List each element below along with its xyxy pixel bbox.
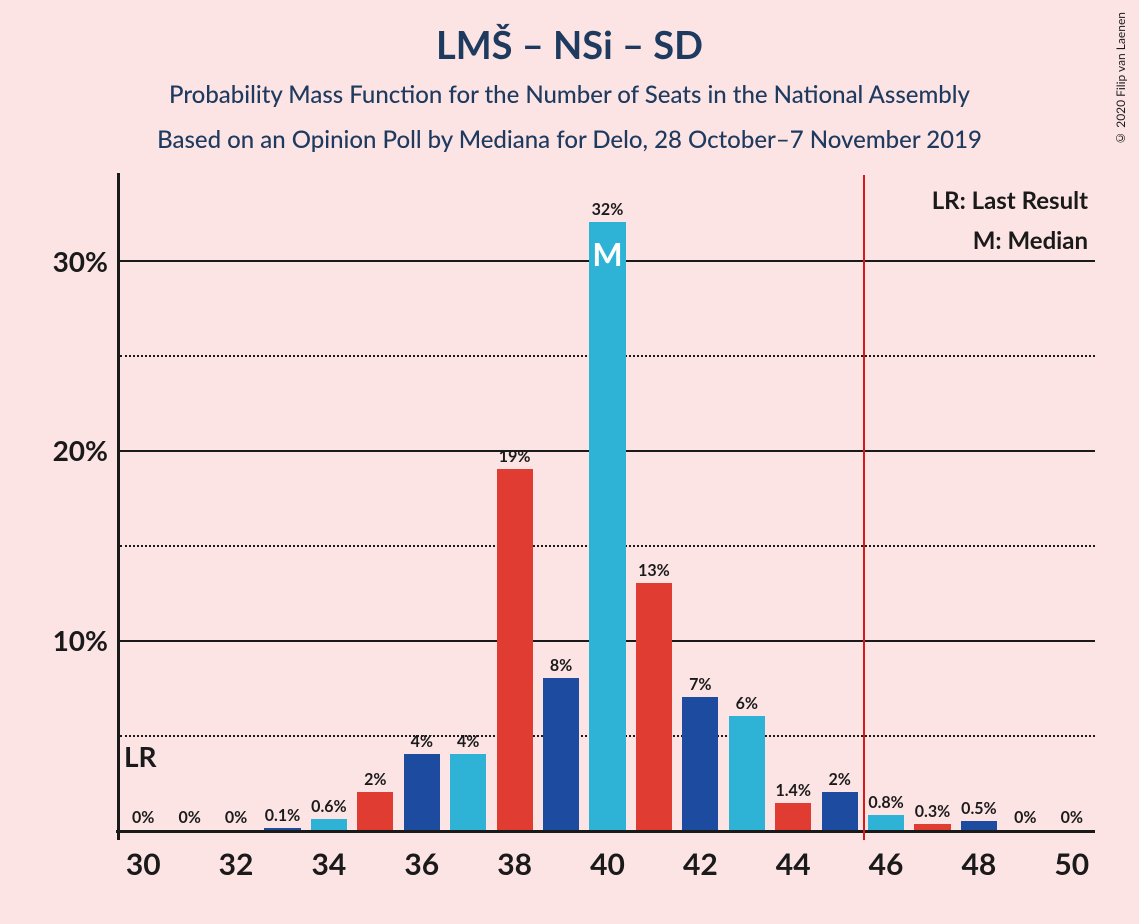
legend-last-result: LR: Last Result bbox=[932, 186, 1088, 215]
x-tick-label: 38 bbox=[485, 846, 545, 882]
bar bbox=[914, 824, 950, 830]
bar-value-label: 13% bbox=[624, 561, 684, 580]
chart-container: LMŠ – NSi – SD Probability Mass Function… bbox=[0, 0, 1139, 924]
median-marker: M bbox=[589, 234, 625, 273]
x-tick-label: 30 bbox=[113, 846, 173, 882]
last-result-marker: LR bbox=[124, 739, 157, 773]
x-tick-label: 40 bbox=[578, 846, 638, 882]
x-tick-label: 36 bbox=[392, 846, 452, 882]
copyright-text: © 2020 Filip van Laenen bbox=[1113, 12, 1128, 146]
bar bbox=[404, 754, 440, 830]
y-tick-label: 30% bbox=[28, 244, 108, 278]
bar bbox=[357, 792, 393, 830]
y-axis bbox=[117, 173, 120, 840]
bar-value-label: 0.6% bbox=[299, 797, 359, 816]
x-tick-label: 34 bbox=[299, 846, 359, 882]
legend-median: M: Median bbox=[973, 226, 1088, 255]
bar bbox=[682, 697, 718, 830]
chart-subtitle-2: Based on an Opinion Poll by Mediana for … bbox=[0, 125, 1139, 154]
bar bbox=[264, 828, 300, 830]
x-tick-label: 42 bbox=[670, 846, 730, 882]
x-tick-label: 50 bbox=[1042, 846, 1102, 882]
bar bbox=[775, 803, 811, 830]
bar bbox=[450, 754, 486, 830]
bar-value-label: 0% bbox=[1042, 808, 1102, 827]
plot-area: 10%20%30%0%0%0%0.1%0.6%2%4%4%19%8%M32%13… bbox=[120, 175, 1095, 830]
bar-value-label: 19% bbox=[485, 447, 545, 466]
bar-value-label: 6% bbox=[717, 694, 777, 713]
bar bbox=[822, 792, 858, 830]
x-axis bbox=[116, 830, 1095, 833]
bar: M bbox=[589, 222, 625, 830]
majority-threshold-line bbox=[863, 175, 865, 840]
bar-value-label: 7% bbox=[670, 675, 730, 694]
y-tick-label: 20% bbox=[28, 433, 108, 467]
bar-value-label: 4% bbox=[438, 732, 498, 751]
bar bbox=[868, 815, 904, 830]
chart-title: LMŠ – NSi – SD bbox=[0, 22, 1139, 68]
bar-value-label: 2% bbox=[345, 770, 405, 789]
x-tick-label: 32 bbox=[206, 846, 266, 882]
bar-value-label: 8% bbox=[531, 656, 591, 675]
bar bbox=[636, 583, 672, 830]
bar bbox=[497, 469, 533, 830]
bar bbox=[311, 819, 347, 830]
y-tick-label: 10% bbox=[28, 623, 108, 657]
bar-value-label: 32% bbox=[578, 200, 638, 219]
bar bbox=[543, 678, 579, 830]
x-tick-label: 48 bbox=[949, 846, 1009, 882]
bar bbox=[729, 716, 765, 830]
x-tick-label: 44 bbox=[763, 846, 823, 882]
x-tick-label: 46 bbox=[856, 846, 916, 882]
bar-value-label: 2% bbox=[810, 770, 870, 789]
chart-subtitle-1: Probability Mass Function for the Number… bbox=[0, 80, 1139, 109]
bar bbox=[961, 821, 997, 830]
